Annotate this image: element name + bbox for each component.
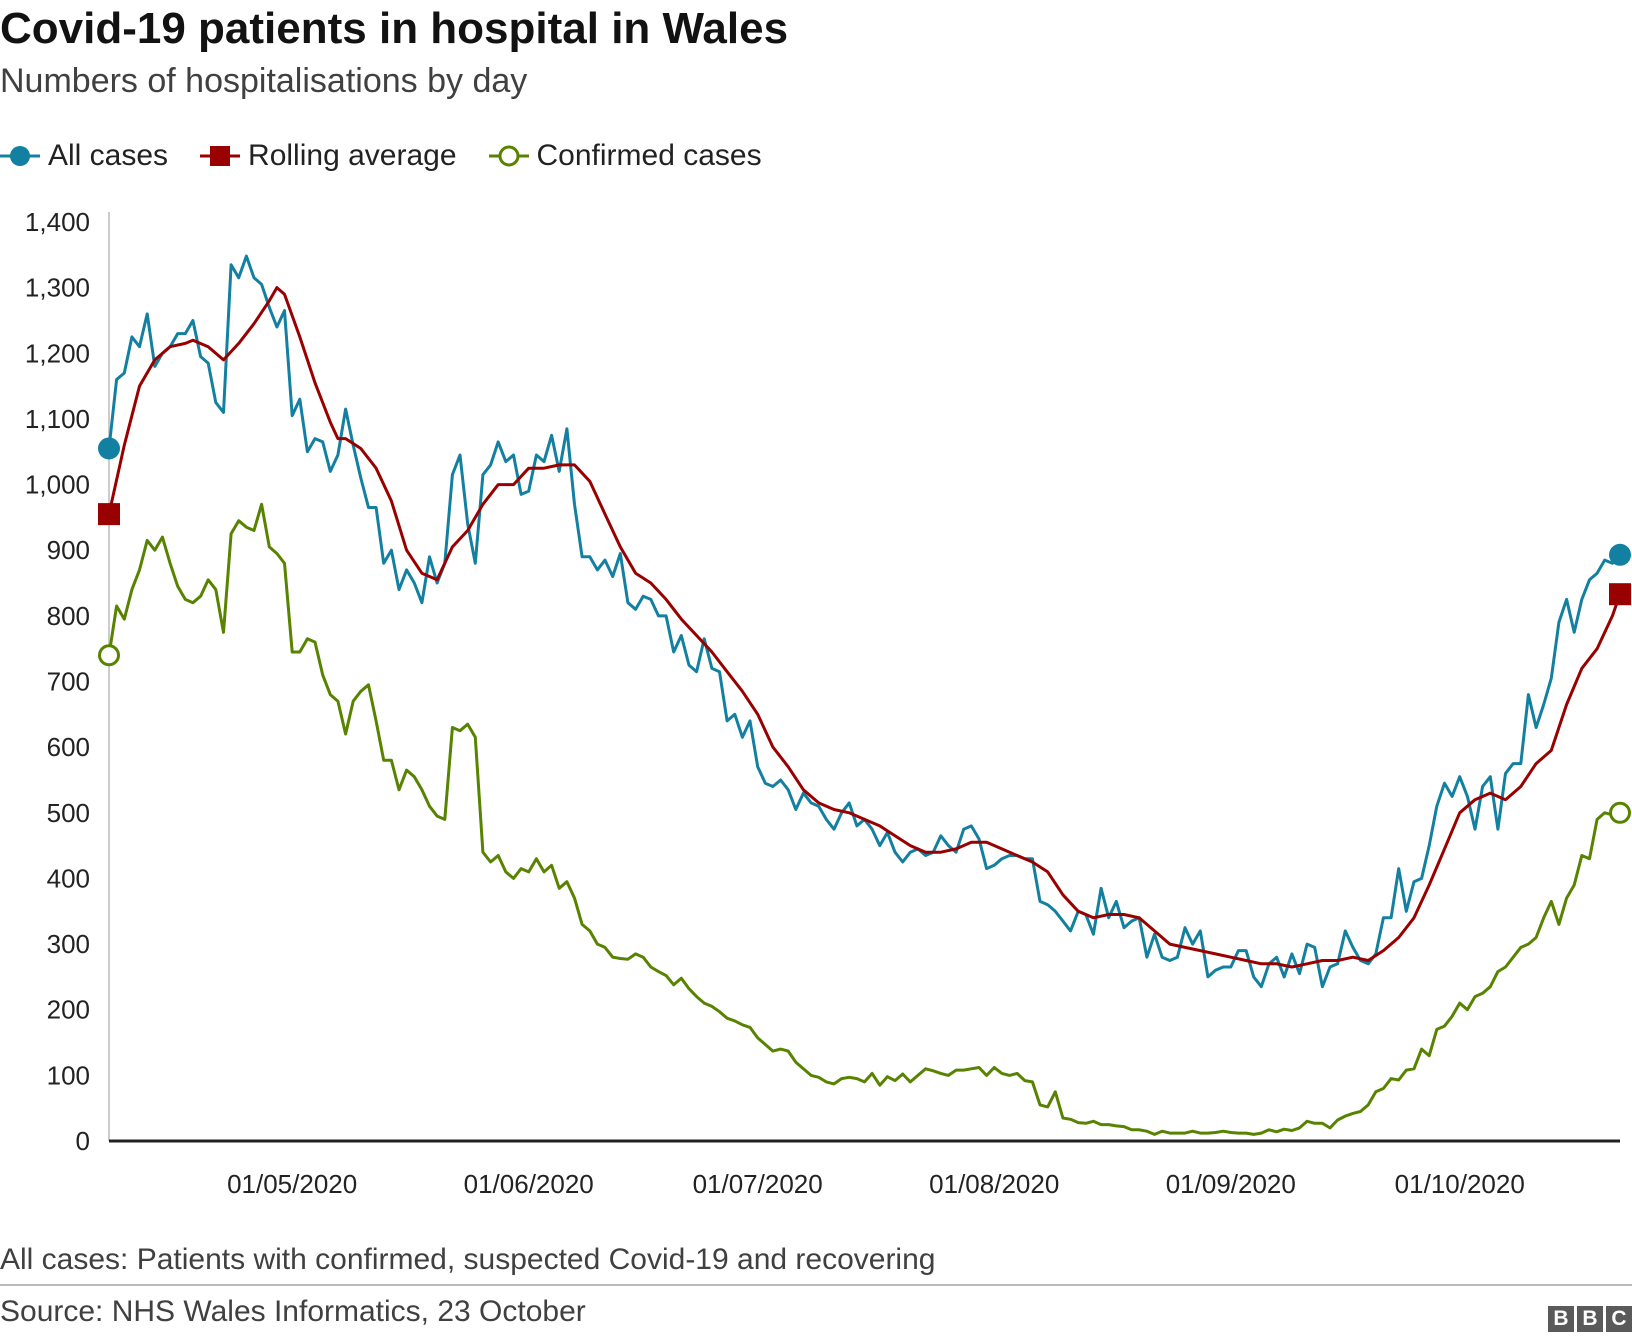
logo-letter: C [1606,1306,1632,1332]
x-tick-label: 01/10/2020 [1395,1169,1525,1199]
y-tick-label: 1,100 [25,404,90,434]
legend-item-confirmed-cases: Confirmed cases [488,139,762,173]
line-chart: 0 100 200 300 400 500 600 700 800 900 1,000 1,100 1,… [25,207,1631,1199]
legend-marker-hollow-circle-icon [488,145,529,167]
y-tick-label: 1,400 [25,207,90,237]
chart-title: Covid-19 patients in hospital in Wales [0,4,789,53]
confirmed-cases-endpoint [1609,801,1631,824]
legend-label-all-cases: All cases [48,139,169,172]
y-tick-label: 200 [47,995,90,1025]
chart-legend: All cases Rolling average Confirmed case… [0,136,794,176]
logo-letter: B [1577,1306,1603,1332]
y-tick-label: 100 [47,1060,90,1090]
x-tick-label: 01/05/2020 [227,1169,357,1199]
x-tick-label: 01/07/2020 [693,1169,823,1199]
chart-subtitle: Numbers of hospitalisations by day [0,62,528,100]
y-tick-label: 800 [47,601,90,631]
legend-item-rolling-average: Rolling average [200,139,457,173]
chart-footnote: All cases: Patients with confirmed, susp… [0,1243,936,1276]
y-tick-label: 300 [47,929,90,959]
source-text: Source: NHS Wales Informatics, 23 Octobe… [0,1295,586,1328]
y-tick-label: 0 [76,1126,90,1156]
y-tick-label: 1,300 [25,273,90,303]
y-tick-label: 900 [47,535,90,565]
y-tick-label: 500 [47,798,90,828]
x-tick-label: 01/06/2020 [464,1169,594,1199]
legend-marker-circle-icon [0,146,40,166]
legend-item-all-cases: All cases [0,139,168,173]
confirmed-cases-endpoint [98,644,120,667]
rolling-average-endpoint [98,503,120,526]
y-tick-label: 1,200 [25,338,90,368]
y-tick-label: 400 [47,863,90,893]
legend-label-rolling-average: Rolling average [248,139,457,172]
y-tick-label: 700 [47,667,90,697]
bbc-logo: B B C [1545,1306,1632,1332]
all-cases-endpoint [98,437,120,460]
footer-divider [0,1284,1632,1286]
y-tick-label: 1,000 [25,470,90,500]
x-tick-label: 01/08/2020 [929,1169,1059,1199]
all-cases-line [107,254,1622,989]
logo-letter: B [1548,1306,1574,1332]
legend-marker-square-icon [200,146,241,166]
x-tick-label: 01/09/2020 [1166,1169,1296,1199]
rolling-average-line [107,286,1622,969]
y-tick-label: 600 [47,732,90,762]
rolling-average-endpoint [1609,583,1631,606]
all-cases-endpoint [1609,543,1631,566]
legend-label-confirmed-cases: Confirmed cases [536,139,762,172]
confirmed-cases-line [107,502,1621,1136]
